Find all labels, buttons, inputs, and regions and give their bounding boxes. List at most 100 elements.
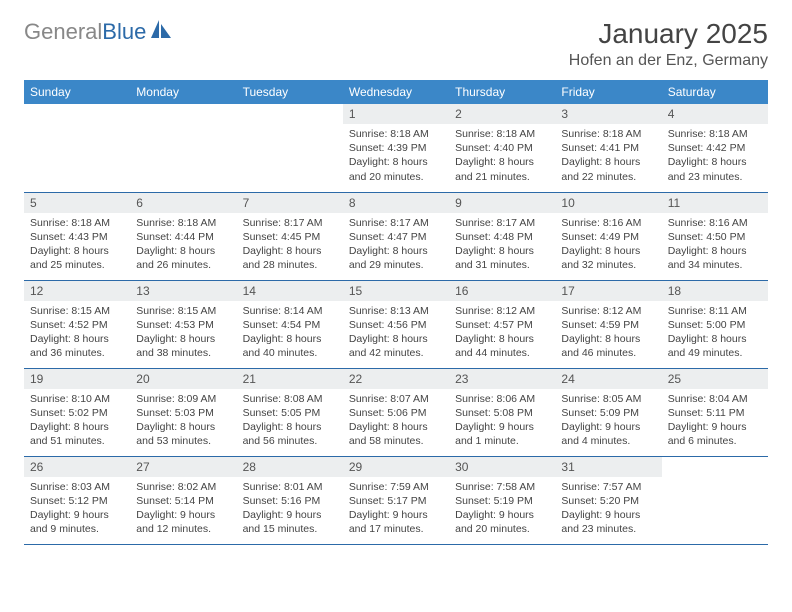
day-details: Sunrise: 8:18 AMSunset: 4:41 PMDaylight:… xyxy=(555,124,661,190)
calendar-day-cell: 6Sunrise: 8:18 AMSunset: 4:44 PMDaylight… xyxy=(130,192,236,280)
title-block: January 2025 Hofen an der Enz, Germany xyxy=(569,18,768,70)
day-details: Sunrise: 8:18 AMSunset: 4:43 PMDaylight:… xyxy=(24,213,130,279)
day-number: 17 xyxy=(555,281,661,301)
day-details: Sunrise: 8:17 AMSunset: 4:47 PMDaylight:… xyxy=(343,213,449,279)
day-details: Sunrise: 7:58 AMSunset: 5:19 PMDaylight:… xyxy=(449,477,555,543)
day-details: Sunrise: 8:05 AMSunset: 5:09 PMDaylight:… xyxy=(555,389,661,455)
calendar-week-row: 12Sunrise: 8:15 AMSunset: 4:52 PMDayligh… xyxy=(24,280,768,368)
calendar-day-cell: 1Sunrise: 8:18 AMSunset: 4:39 PMDaylight… xyxy=(343,104,449,192)
day-number: 5 xyxy=(24,193,130,213)
day-number: 10 xyxy=(555,193,661,213)
calendar-day-cell: 31Sunrise: 7:57 AMSunset: 5:20 PMDayligh… xyxy=(555,456,661,544)
day-number: 6 xyxy=(130,193,236,213)
day-details: Sunrise: 8:04 AMSunset: 5:11 PMDaylight:… xyxy=(662,389,768,455)
day-number: 27 xyxy=(130,457,236,477)
day-details: Sunrise: 8:02 AMSunset: 5:14 PMDaylight:… xyxy=(130,477,236,543)
calendar-day-cell: 10Sunrise: 8:16 AMSunset: 4:49 PMDayligh… xyxy=(555,192,661,280)
calendar-day-cell: 29Sunrise: 7:59 AMSunset: 5:17 PMDayligh… xyxy=(343,456,449,544)
day-number: 20 xyxy=(130,369,236,389)
day-details: Sunrise: 8:09 AMSunset: 5:03 PMDaylight:… xyxy=(130,389,236,455)
calendar-day-cell: 27Sunrise: 8:02 AMSunset: 5:14 PMDayligh… xyxy=(130,456,236,544)
calendar-day-cell xyxy=(237,104,343,192)
day-details: Sunrise: 8:17 AMSunset: 4:48 PMDaylight:… xyxy=(449,213,555,279)
weekday-header-row: SundayMondayTuesdayWednesdayThursdayFrid… xyxy=(24,80,768,104)
day-number: 26 xyxy=(24,457,130,477)
day-number: 2 xyxy=(449,104,555,124)
day-number: 9 xyxy=(449,193,555,213)
day-details: Sunrise: 8:11 AMSunset: 5:00 PMDaylight:… xyxy=(662,301,768,367)
calendar-day-cell: 30Sunrise: 7:58 AMSunset: 5:19 PMDayligh… xyxy=(449,456,555,544)
calendar-day-cell: 24Sunrise: 8:05 AMSunset: 5:09 PMDayligh… xyxy=(555,368,661,456)
day-details: Sunrise: 8:10 AMSunset: 5:02 PMDaylight:… xyxy=(24,389,130,455)
day-details: Sunrise: 8:03 AMSunset: 5:12 PMDaylight:… xyxy=(24,477,130,543)
calendar-day-cell: 17Sunrise: 8:12 AMSunset: 4:59 PMDayligh… xyxy=(555,280,661,368)
calendar-week-row: 26Sunrise: 8:03 AMSunset: 5:12 PMDayligh… xyxy=(24,456,768,544)
calendar-day-cell: 26Sunrise: 8:03 AMSunset: 5:12 PMDayligh… xyxy=(24,456,130,544)
calendar-day-cell: 2Sunrise: 8:18 AMSunset: 4:40 PMDaylight… xyxy=(449,104,555,192)
weekday-header: Thursday xyxy=(449,80,555,104)
day-details: Sunrise: 8:12 AMSunset: 4:57 PMDaylight:… xyxy=(449,301,555,367)
day-details: Sunrise: 8:01 AMSunset: 5:16 PMDaylight:… xyxy=(237,477,343,543)
day-details: Sunrise: 8:16 AMSunset: 4:49 PMDaylight:… xyxy=(555,213,661,279)
calendar-day-cell xyxy=(24,104,130,192)
weekday-header: Wednesday xyxy=(343,80,449,104)
day-details: Sunrise: 8:15 AMSunset: 4:52 PMDaylight:… xyxy=(24,301,130,367)
day-details: Sunrise: 7:57 AMSunset: 5:20 PMDaylight:… xyxy=(555,477,661,543)
calendar-day-cell: 20Sunrise: 8:09 AMSunset: 5:03 PMDayligh… xyxy=(130,368,236,456)
location: Hofen an der Enz, Germany xyxy=(569,52,768,70)
calendar-day-cell: 5Sunrise: 8:18 AMSunset: 4:43 PMDaylight… xyxy=(24,192,130,280)
calendar-day-cell: 23Sunrise: 8:06 AMSunset: 5:08 PMDayligh… xyxy=(449,368,555,456)
day-number: 11 xyxy=(662,193,768,213)
weekday-header: Monday xyxy=(130,80,236,104)
logo-text-blue: Blue xyxy=(102,19,146,45)
day-number: 18 xyxy=(662,281,768,301)
calendar-day-cell: 8Sunrise: 8:17 AMSunset: 4:47 PMDaylight… xyxy=(343,192,449,280)
calendar-day-cell: 25Sunrise: 8:04 AMSunset: 5:11 PMDayligh… xyxy=(662,368,768,456)
day-number: 30 xyxy=(449,457,555,477)
calendar-day-cell: 11Sunrise: 8:16 AMSunset: 4:50 PMDayligh… xyxy=(662,192,768,280)
calendar-day-cell: 28Sunrise: 8:01 AMSunset: 5:16 PMDayligh… xyxy=(237,456,343,544)
calendar-day-cell: 21Sunrise: 8:08 AMSunset: 5:05 PMDayligh… xyxy=(237,368,343,456)
day-number: 15 xyxy=(343,281,449,301)
calendar-day-cell: 9Sunrise: 8:17 AMSunset: 4:48 PMDaylight… xyxy=(449,192,555,280)
calendar-body: 1Sunrise: 8:18 AMSunset: 4:39 PMDaylight… xyxy=(24,104,768,544)
day-details: Sunrise: 8:18 AMSunset: 4:44 PMDaylight:… xyxy=(130,213,236,279)
day-number: 22 xyxy=(343,369,449,389)
day-details: Sunrise: 8:18 AMSunset: 4:42 PMDaylight:… xyxy=(662,124,768,190)
day-number: 29 xyxy=(343,457,449,477)
calendar-day-cell: 4Sunrise: 8:18 AMSunset: 4:42 PMDaylight… xyxy=(662,104,768,192)
calendar-week-row: 19Sunrise: 8:10 AMSunset: 5:02 PMDayligh… xyxy=(24,368,768,456)
day-number: 12 xyxy=(24,281,130,301)
day-details: Sunrise: 8:12 AMSunset: 4:59 PMDaylight:… xyxy=(555,301,661,367)
day-details: Sunrise: 8:17 AMSunset: 4:45 PMDaylight:… xyxy=(237,213,343,279)
day-details: Sunrise: 8:08 AMSunset: 5:05 PMDaylight:… xyxy=(237,389,343,455)
day-details: Sunrise: 8:18 AMSunset: 4:39 PMDaylight:… xyxy=(343,124,449,190)
day-details: Sunrise: 8:18 AMSunset: 4:40 PMDaylight:… xyxy=(449,124,555,190)
day-number: 16 xyxy=(449,281,555,301)
day-details: Sunrise: 8:15 AMSunset: 4:53 PMDaylight:… xyxy=(130,301,236,367)
day-number: 25 xyxy=(662,369,768,389)
day-number: 28 xyxy=(237,457,343,477)
calendar-day-cell: 16Sunrise: 8:12 AMSunset: 4:57 PMDayligh… xyxy=(449,280,555,368)
calendar-day-cell: 3Sunrise: 8:18 AMSunset: 4:41 PMDaylight… xyxy=(555,104,661,192)
calendar-day-cell: 13Sunrise: 8:15 AMSunset: 4:53 PMDayligh… xyxy=(130,280,236,368)
calendar-week-row: 1Sunrise: 8:18 AMSunset: 4:39 PMDaylight… xyxy=(24,104,768,192)
month-title: January 2025 xyxy=(569,18,768,50)
calendar-day-cell: 14Sunrise: 8:14 AMSunset: 4:54 PMDayligh… xyxy=(237,280,343,368)
day-details: Sunrise: 8:13 AMSunset: 4:56 PMDaylight:… xyxy=(343,301,449,367)
calendar-day-cell: 15Sunrise: 8:13 AMSunset: 4:56 PMDayligh… xyxy=(343,280,449,368)
day-number: 31 xyxy=(555,457,661,477)
calendar-day-cell: 7Sunrise: 8:17 AMSunset: 4:45 PMDaylight… xyxy=(237,192,343,280)
logo: GeneralBlue xyxy=(24,18,175,46)
day-number: 21 xyxy=(237,369,343,389)
day-details: Sunrise: 8:07 AMSunset: 5:06 PMDaylight:… xyxy=(343,389,449,455)
day-number: 1 xyxy=(343,104,449,124)
day-number: 24 xyxy=(555,369,661,389)
calendar-day-cell: 18Sunrise: 8:11 AMSunset: 5:00 PMDayligh… xyxy=(662,280,768,368)
day-details: Sunrise: 8:16 AMSunset: 4:50 PMDaylight:… xyxy=(662,213,768,279)
day-number: 3 xyxy=(555,104,661,124)
day-details: Sunrise: 8:14 AMSunset: 4:54 PMDaylight:… xyxy=(237,301,343,367)
calendar-day-cell: 12Sunrise: 8:15 AMSunset: 4:52 PMDayligh… xyxy=(24,280,130,368)
calendar-day-cell xyxy=(130,104,236,192)
sail-icon xyxy=(149,18,175,46)
